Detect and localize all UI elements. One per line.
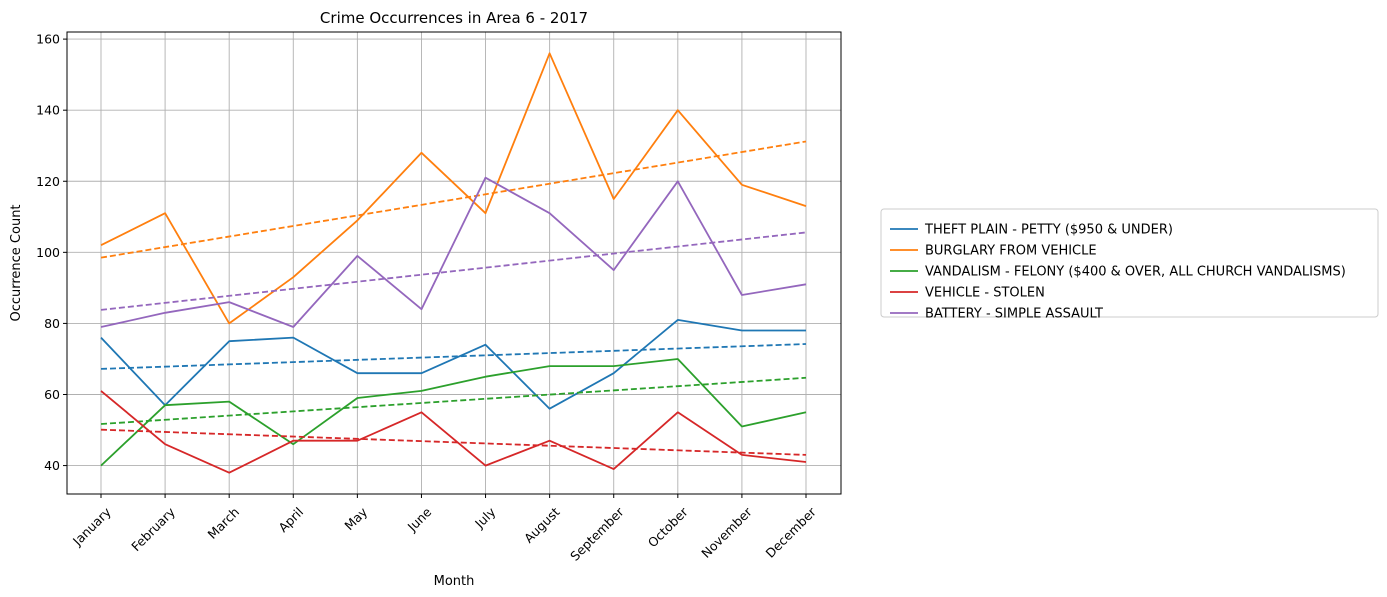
y-tick-label: 40 xyxy=(44,458,60,473)
trend-line xyxy=(100,343,807,370)
y-tick-label: 120 xyxy=(36,174,60,189)
y-axis: 40 60 80 100 120 140 160 xyxy=(36,32,67,473)
x-axis: January February March April May June July Augu… xyxy=(69,494,820,564)
series-line xyxy=(100,358,807,467)
y-tick-label: 100 xyxy=(36,245,60,260)
trend-line xyxy=(100,140,807,259)
x-tick-label: January xyxy=(69,504,114,549)
x-tick-label: August xyxy=(521,504,563,546)
x-tick-label: March xyxy=(205,504,243,542)
legend-label: BATTERY - SIMPLE ASSAULT xyxy=(925,307,1103,322)
trend-line xyxy=(100,376,807,425)
y-tick-label: 140 xyxy=(36,103,60,118)
series-line xyxy=(100,52,807,325)
x-tick-label: November xyxy=(698,504,755,561)
grid-lines xyxy=(67,32,841,494)
chart-title: Crime Occurrences in Area 6 - 2017 xyxy=(320,9,588,27)
legend: THEFT PLAIN - PETTY ($950 & UNDER) BURGLA… xyxy=(880,208,1379,322)
x-tick-label: October xyxy=(645,504,692,551)
x-tick-label: July xyxy=(471,504,499,532)
x-tick-label: June xyxy=(404,504,435,535)
legend-label: VANDALISM - FELONY ($400 & OVER, ALL CHU… xyxy=(925,265,1346,280)
x-tick-label: December xyxy=(762,504,819,561)
legend-box xyxy=(880,208,1379,318)
x-tick-label: February xyxy=(128,504,178,554)
y-tick-label: 60 xyxy=(44,387,60,402)
legend-label: THEFT PLAIN - PETTY ($950 & UNDER) xyxy=(924,223,1173,238)
x-tick-label: May xyxy=(341,504,370,533)
x-axis-label: Month xyxy=(434,574,475,589)
legend-label: VEHICLE - STOLEN xyxy=(925,286,1045,301)
y-axis-label: Occurrence Count xyxy=(9,204,24,321)
series-line xyxy=(100,176,807,328)
x-tick-label: April xyxy=(275,504,306,535)
legend-label: BURGLARY FROM VEHICLE xyxy=(925,244,1097,259)
y-tick-label: 160 xyxy=(36,32,60,47)
trend-line xyxy=(100,231,807,311)
trend-line xyxy=(100,428,807,456)
series-line xyxy=(100,318,806,410)
series-line xyxy=(100,390,807,474)
y-tick-label: 80 xyxy=(44,316,60,331)
series-layer xyxy=(100,52,807,474)
x-tick-label: September xyxy=(567,504,627,564)
plot-frame xyxy=(66,31,842,495)
